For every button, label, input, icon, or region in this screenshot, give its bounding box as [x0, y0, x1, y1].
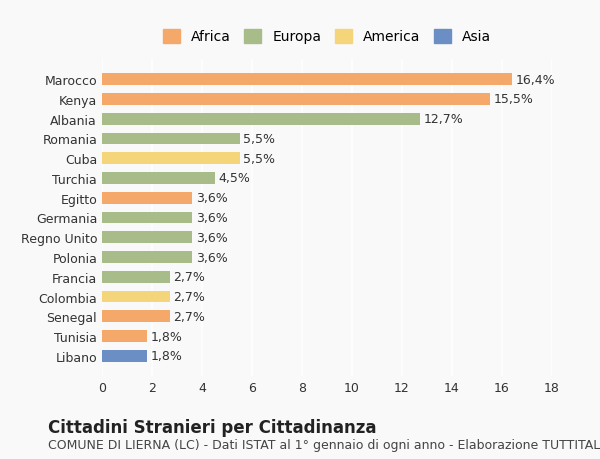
Bar	[102, 271, 170, 283]
Text: 3,6%: 3,6%	[196, 251, 227, 264]
Bar	[102, 252, 192, 263]
Text: 2,7%: 2,7%	[173, 310, 205, 323]
Text: 2,7%: 2,7%	[173, 271, 205, 284]
Text: Cittadini Stranieri per Cittadinanza: Cittadini Stranieri per Cittadinanza	[48, 418, 377, 436]
Bar	[102, 192, 192, 204]
Text: COMUNE DI LIERNA (LC) - Dati ISTAT al 1° gennaio di ogni anno - Elaborazione TUT: COMUNE DI LIERNA (LC) - Dati ISTAT al 1°…	[48, 438, 600, 451]
Text: 3,6%: 3,6%	[196, 231, 227, 244]
Text: 1,8%: 1,8%	[151, 350, 182, 363]
Text: 16,4%: 16,4%	[516, 73, 556, 86]
Bar	[102, 291, 170, 303]
Bar	[102, 311, 170, 323]
Bar	[102, 133, 239, 145]
Bar	[102, 153, 239, 165]
Text: 15,5%: 15,5%	[493, 93, 533, 106]
Text: 2,7%: 2,7%	[173, 291, 205, 303]
Text: 4,5%: 4,5%	[218, 172, 250, 185]
Bar	[102, 74, 512, 86]
Bar	[102, 173, 215, 185]
Text: 3,6%: 3,6%	[196, 212, 227, 224]
Text: 12,7%: 12,7%	[423, 113, 463, 126]
Bar	[102, 330, 147, 342]
Text: 1,8%: 1,8%	[151, 330, 182, 343]
Legend: Africa, Europa, America, Asia: Africa, Europa, America, Asia	[159, 25, 495, 49]
Bar	[102, 113, 419, 125]
Text: 5,5%: 5,5%	[243, 133, 275, 146]
Bar	[102, 232, 192, 244]
Bar	[102, 94, 490, 106]
Text: 5,5%: 5,5%	[243, 152, 275, 165]
Bar	[102, 350, 147, 362]
Text: 3,6%: 3,6%	[196, 192, 227, 205]
Bar	[102, 212, 192, 224]
